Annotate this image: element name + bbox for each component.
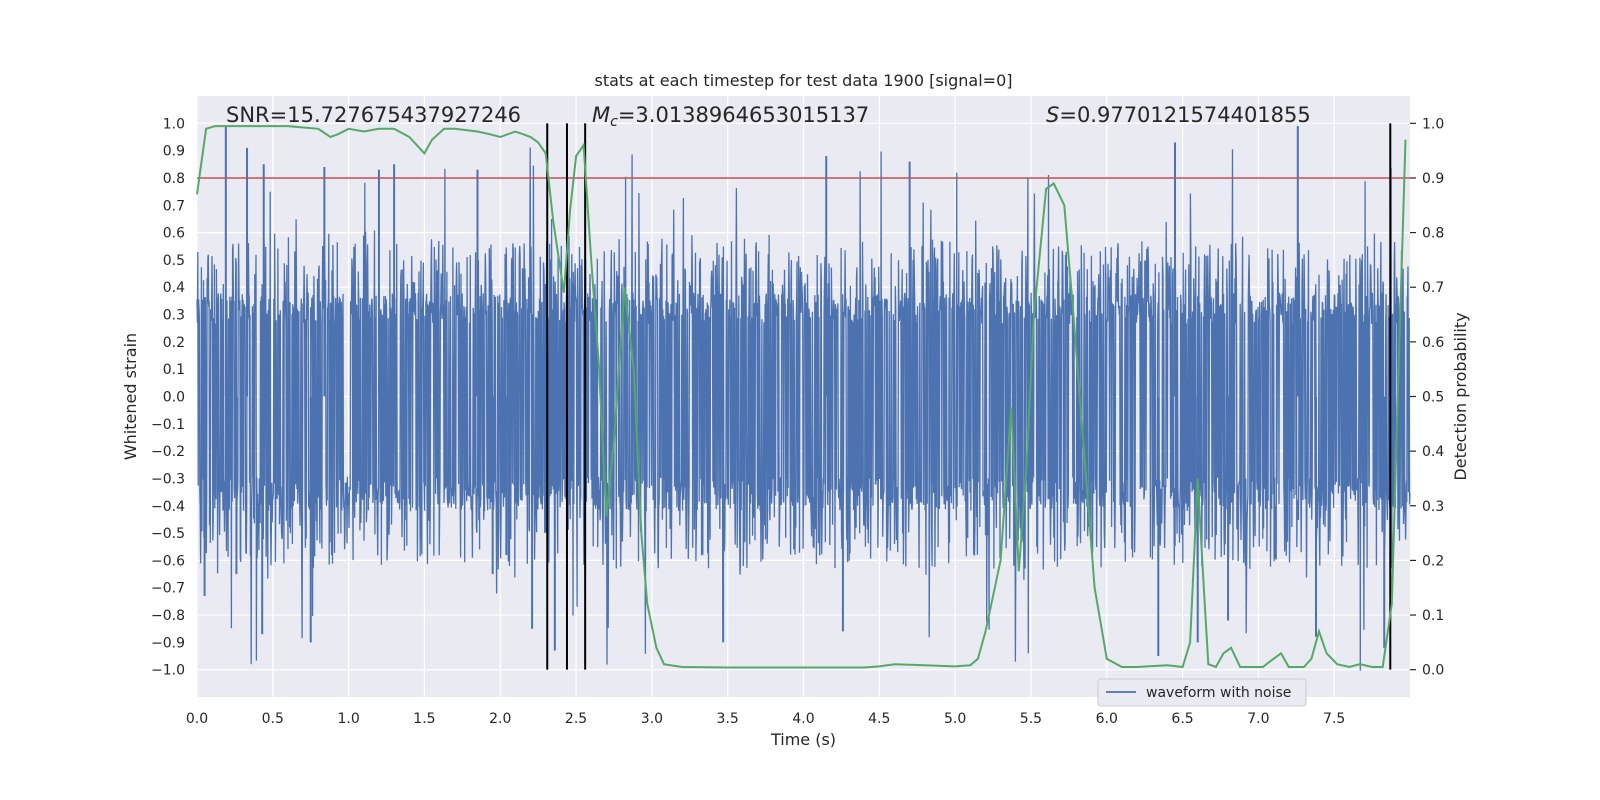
y-tick-label: 0.0 (163, 390, 185, 406)
x-tick-label: 3.5 (717, 711, 739, 727)
chart-title: stats at each timestep for test data 190… (594, 71, 1012, 90)
s-value: =0.9770121574401855 (1059, 103, 1310, 127)
y2-tick-label: 0.8 (1422, 226, 1444, 242)
y-tick-label: 1.0 (163, 116, 185, 132)
legend-box (1097, 678, 1307, 707)
y-tick-label: −0.7 (151, 581, 185, 597)
x-tick-label: 6.0 (1096, 711, 1118, 727)
y-tick-label: −0.9 (151, 635, 185, 651)
y-tick-label: −0.4 (151, 499, 185, 515)
y-tick-label: −0.1 (151, 417, 185, 433)
legend: waveform with noise (1097, 678, 1307, 707)
y-tick-label: 0.1 (163, 362, 185, 378)
y2-tick-label: 0.3 (1422, 499, 1444, 515)
y2-tick-label: 0.5 (1422, 390, 1444, 406)
y2-tick-label: 1.0 (1422, 116, 1444, 132)
y-tick-label: 0.8 (163, 171, 185, 187)
y-axis-label: Whitened strain (121, 333, 140, 460)
y-tick-label: 0.6 (163, 226, 185, 242)
mc-subscript: c (610, 114, 618, 130)
x-tick-label: 0.0 (186, 711, 208, 727)
y2-tick-label: 0.1 (1422, 608, 1444, 624)
y-tick-label: −0.3 (151, 471, 185, 487)
snr-annotation: SNR=15.727675437927246 (226, 103, 521, 127)
s-symbol: S (1046, 103, 1059, 127)
y2-tick-label: 0.4 (1422, 444, 1444, 460)
y-tick-label: 0.4 (163, 280, 185, 296)
x-tick-label: 5.5 (1020, 711, 1042, 727)
y-tick-label: −1.0 (151, 663, 185, 679)
x-tick-label: 4.5 (868, 711, 890, 727)
y2-tick-label: 0.6 (1422, 335, 1444, 351)
y-tick-label: 0.2 (163, 335, 185, 351)
legend-label: waveform with noise (1146, 685, 1291, 701)
y2-axis-label: Detection probability (1451, 312, 1470, 480)
y2-tick-label: 0.0 (1422, 663, 1444, 679)
y2-tick-label: 0.7 (1422, 280, 1444, 296)
chirp-mass-annotation: Mc=3.0138964653015137 (592, 103, 869, 130)
x-tick-label: 2.0 (489, 711, 511, 727)
mc-value: =3.0138964653015137 (618, 103, 869, 127)
x-axis-label: Time (s) (770, 730, 836, 749)
x-tick-label: 6.5 (1171, 711, 1193, 727)
y-tick-label: −0.5 (151, 526, 185, 542)
x-tick-label: 1.0 (337, 711, 359, 727)
x-tick-label: 2.5 (565, 711, 587, 727)
waveform-series (196, 126, 1411, 671)
y-tick-label: 0.9 (163, 144, 185, 160)
tick-labels: 0.0 0.5 1.0 1.5 2.0 2.5 3.0 3.5 4.0 4.5 5.0 5.5 6.0 6… (151, 116, 1444, 727)
x-tick-label: 3.0 (641, 711, 663, 727)
y2-tick-label: 0.9 (1422, 171, 1444, 187)
x-tick-label: 7.0 (1247, 711, 1269, 727)
x-tick-label: 1.5 (413, 711, 435, 727)
x-tick-label: 7.5 (1323, 711, 1345, 727)
x-tick-label: 5.0 (944, 711, 966, 727)
x-tick-label: 4.0 (792, 711, 814, 727)
score-annotation: S=0.9770121574401855 (1046, 103, 1311, 127)
waveform-trace (196, 147, 1411, 671)
y2-tick-label: 0.2 (1422, 553, 1444, 569)
mc-symbol: M (592, 103, 610, 127)
vertical-marker-group (546, 123, 1392, 670)
x-tick-label: 0.5 (262, 711, 284, 727)
y-tick-label: −0.2 (151, 444, 185, 460)
y-tick-label: 0.5 (163, 253, 185, 269)
y-tick-label: −0.8 (151, 608, 185, 624)
y-tick-label: 0.3 (163, 308, 185, 324)
y-tick-label: 0.7 (163, 198, 185, 214)
probability-line (196, 125, 1407, 669)
y-tick-label: −0.6 (151, 553, 185, 569)
detection-probability-series (196, 125, 1407, 669)
